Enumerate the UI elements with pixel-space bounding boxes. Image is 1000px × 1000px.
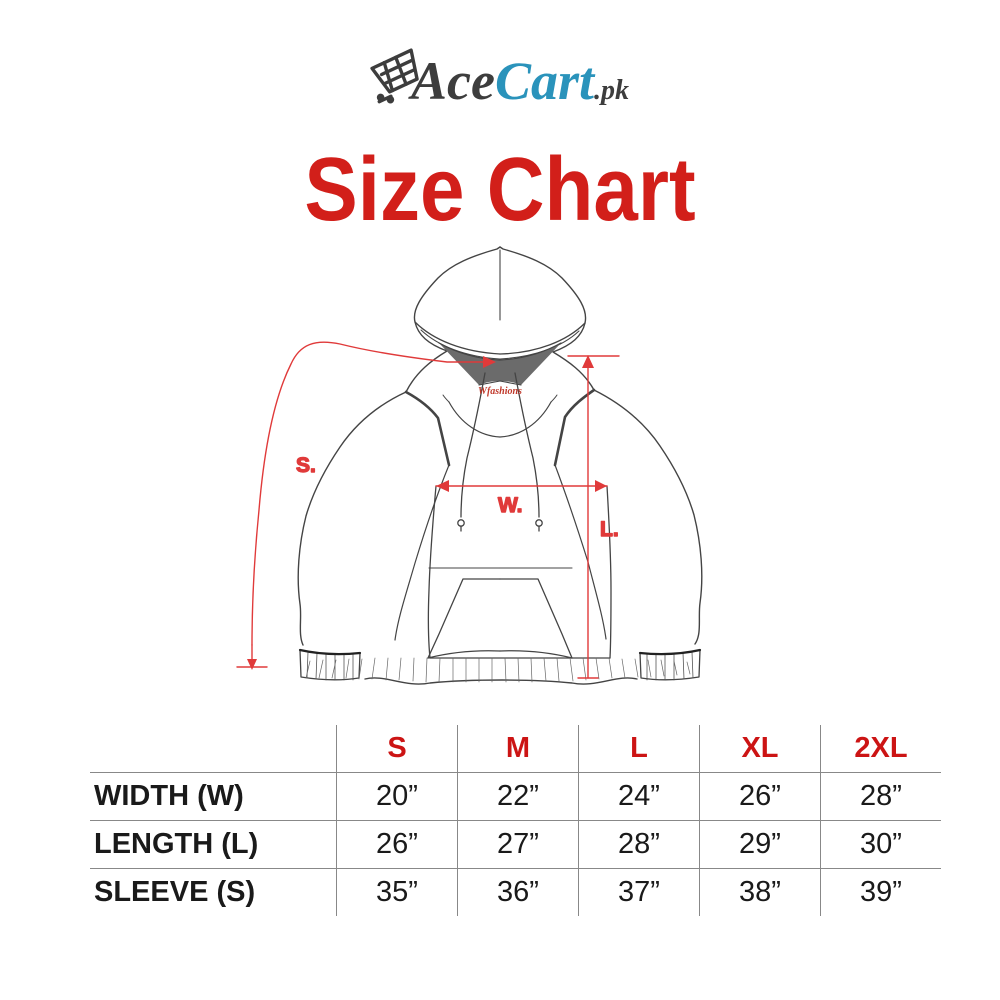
svg-text:Wfashions: Wfashions <box>478 386 522 397</box>
svg-text:W.: W. <box>498 494 523 517</box>
svg-text:S.: S. <box>296 454 316 477</box>
svg-text:L.: L. <box>600 518 619 541</box>
